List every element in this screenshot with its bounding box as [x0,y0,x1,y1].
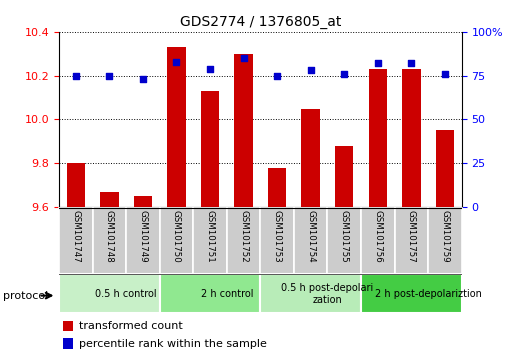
Text: GSM101756: GSM101756 [373,210,382,263]
Bar [302,109,320,207]
Point [373,61,382,66]
Text: GSM101755: GSM101755 [340,210,349,263]
Bar [67,163,85,207]
Text: GSM101749: GSM101749 [139,210,147,262]
Point [307,68,315,73]
Bar [167,47,186,207]
Bar [361,208,394,274]
Point [273,73,281,79]
Bar [160,208,193,274]
Text: GSM101757: GSM101757 [407,210,416,263]
Text: 2 h post-depolariztion: 2 h post-depolariztion [374,289,482,299]
Bar [428,208,462,274]
Bar [361,274,462,313]
Bar [59,208,92,274]
Bar [368,69,387,207]
Bar [92,208,126,274]
Text: GSM101759: GSM101759 [441,210,449,262]
Point [240,55,248,61]
Bar [126,208,160,274]
Bar [59,274,160,313]
Text: GSM101751: GSM101751 [206,210,214,263]
Bar [260,208,294,274]
Bar [134,196,152,207]
Text: GSM101752: GSM101752 [239,210,248,263]
Text: 0.5 h control: 0.5 h control [95,289,157,299]
Text: protocol: protocol [3,291,48,301]
Bar [268,168,286,207]
Point [139,76,147,82]
Bar [201,91,219,207]
Bar [193,208,227,274]
Bar [327,208,361,274]
Title: GDS2774 / 1376805_at: GDS2774 / 1376805_at [180,16,341,29]
Text: GSM101750: GSM101750 [172,210,181,263]
Bar [63,320,73,331]
Text: GSM101747: GSM101747 [71,210,80,263]
Text: GSM101753: GSM101753 [272,210,282,263]
Text: GSM101754: GSM101754 [306,210,315,263]
Text: 0.5 h post-depolari
zation: 0.5 h post-depolari zation [281,283,373,305]
Point [72,73,80,79]
Point [340,71,348,77]
Bar [294,208,327,274]
Point [441,71,449,77]
Point [172,59,181,64]
Bar [63,338,73,349]
Bar [402,69,421,207]
Bar [335,146,353,207]
Text: transformed count: transformed count [79,321,183,331]
Bar [160,274,260,313]
Bar [100,192,119,207]
Bar [436,130,454,207]
Point [206,66,214,72]
Text: GSM101748: GSM101748 [105,210,114,263]
Bar [394,208,428,274]
Text: 2 h control: 2 h control [201,289,253,299]
Point [105,73,113,79]
Bar [260,274,361,313]
Bar [234,54,253,207]
Text: percentile rank within the sample: percentile rank within the sample [79,339,267,349]
Point [407,61,416,66]
Bar [227,208,260,274]
